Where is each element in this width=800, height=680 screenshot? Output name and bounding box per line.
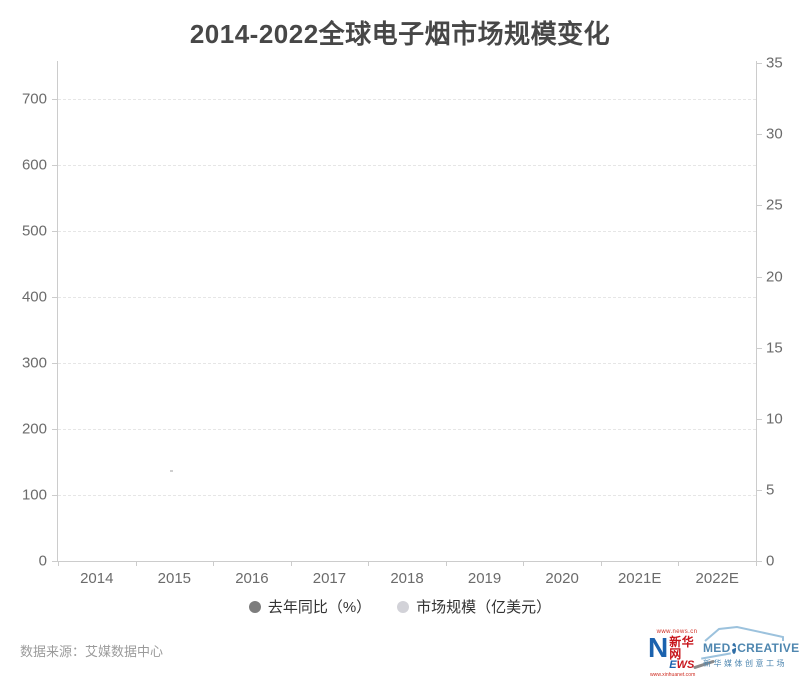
chart-legend: 去年同比（%） 市场规模（亿美元） bbox=[0, 596, 800, 617]
xinhua-cn-wordmark: 新华网 bbox=[669, 635, 695, 661]
left-axis-tick-label: 500 bbox=[21, 222, 47, 240]
x-axis-category-label: 2019 bbox=[467, 570, 502, 587]
x-axis-tick bbox=[58, 561, 59, 566]
legend-label: 去年同比（%） bbox=[267, 599, 372, 616]
xinhua-url-bottom: www.xinhuanet.com bbox=[649, 672, 696, 678]
x-axis-tick bbox=[368, 561, 370, 566]
chart-title: 2014-2022全球电子烟市场规模变化 bbox=[189, 19, 611, 49]
x-axis-category-label: 2021E bbox=[617, 570, 662, 587]
xinhua-n-letter: N bbox=[648, 632, 669, 663]
left-axis-tick-label: 400 bbox=[21, 288, 47, 306]
render-artifact-speck bbox=[170, 470, 173, 472]
right-axis-tick-label: 20 bbox=[766, 268, 783, 285]
medcreative-wordmark-right: CREATIVE bbox=[737, 641, 800, 655]
gridline bbox=[58, 494, 756, 496]
medcreative-subtitle: 新华媒体创意工场 bbox=[703, 659, 787, 669]
x-axis-category-label: 2015 bbox=[157, 570, 192, 587]
x-axis-category-label: 2017 bbox=[312, 570, 347, 587]
right-axis-tick-label: 0 bbox=[766, 552, 775, 570]
left-axis-tick bbox=[52, 494, 58, 496]
x-axis-tick bbox=[678, 561, 680, 566]
chart-plot-area: 0 100 200 300 400 500 600 700 0 5 10 15 20 25 30 35 2014… bbox=[22, 55, 783, 587]
gridline bbox=[58, 164, 756, 166]
gridline bbox=[58, 230, 756, 232]
right-axis-tick bbox=[756, 561, 762, 562]
legend-dot-icon bbox=[248, 600, 261, 613]
left-axis-tick-label: 600 bbox=[21, 156, 47, 174]
x-axis-tick bbox=[290, 561, 292, 566]
gridline bbox=[58, 296, 756, 298]
right-axis-tick bbox=[756, 489, 762, 491]
right-axis-tick-label: 35 bbox=[766, 54, 783, 72]
medcreative-wordmark-left: MED bbox=[703, 641, 731, 655]
x-axis-category-label: 2020 bbox=[545, 570, 579, 587]
right-axis-tick bbox=[756, 205, 762, 207]
right-axis-tick bbox=[756, 134, 762, 136]
left-axis-tick bbox=[52, 296, 58, 298]
x-axis-category-label: 2014 bbox=[80, 570, 114, 587]
right-axis-tick bbox=[756, 347, 762, 349]
right-axis-tick bbox=[756, 418, 762, 420]
x-axis-tick bbox=[600, 561, 602, 566]
left-axis-tick bbox=[52, 362, 58, 364]
right-axis-tick bbox=[756, 63, 762, 65]
x-axis-tick bbox=[445, 561, 447, 566]
left-axis-tick-label: 0 bbox=[38, 552, 47, 570]
left-axis-tick-label: 300 bbox=[21, 354, 47, 372]
left-axis-tick-label: 200 bbox=[21, 420, 47, 438]
x-axis-category-label: 2016 bbox=[235, 570, 269, 587]
xinhua-news-logo: www.news.cn N 新华网 EWS www.xinhuanet.com bbox=[648, 629, 716, 678]
x-axis-tick bbox=[756, 561, 757, 566]
right-axis-tick-label: 25 bbox=[766, 196, 783, 214]
xinhua-ews-wordmark: EWS bbox=[669, 660, 716, 671]
medcreative-logo: MED ▶ CREATIVE 新华媒体创意工场 bbox=[701, 626, 799, 669]
data-source-note: 数据来源：艾媒数据中心 bbox=[20, 644, 164, 659]
right-axis-tick-label: 15 bbox=[766, 339, 783, 357]
left-axis-tick bbox=[52, 428, 58, 430]
legend-dot-icon bbox=[397, 600, 410, 613]
medcreative-roof-icon bbox=[704, 626, 784, 642]
play-icon: ▶ bbox=[731, 643, 737, 655]
left-axis-tick-label: 100 bbox=[21, 486, 47, 504]
right-axis-tick-label: 5 bbox=[766, 481, 775, 499]
gridline bbox=[58, 428, 756, 430]
right-axis-tick-label: 10 bbox=[766, 410, 783, 428]
left-axis-tick bbox=[52, 561, 58, 562]
left-axis-tick bbox=[52, 230, 58, 232]
xinhua-url-top: www.news.cn bbox=[656, 629, 698, 635]
legend-item-market-size[interactable]: 市场规模（亿美元） bbox=[397, 596, 551, 617]
x-axis-tick bbox=[135, 561, 137, 566]
left-axis-tick-label: 700 bbox=[21, 90, 47, 108]
legend-label: 市场规模（亿美元） bbox=[416, 599, 552, 616]
right-axis-tick-label: 30 bbox=[766, 125, 783, 143]
x-axis-tick bbox=[523, 561, 525, 566]
x-axis-category-label: 2018 bbox=[390, 570, 424, 587]
x-axis-category-label: 2022E bbox=[695, 570, 739, 587]
left-axis-tick bbox=[52, 164, 58, 166]
gridline bbox=[58, 362, 756, 364]
gridline bbox=[58, 98, 756, 100]
right-axis-tick bbox=[756, 276, 762, 278]
left-axis-tick bbox=[52, 98, 58, 100]
x-axis-tick bbox=[213, 561, 215, 566]
legend-item-yoy[interactable]: 去年同比（%） bbox=[248, 596, 372, 617]
